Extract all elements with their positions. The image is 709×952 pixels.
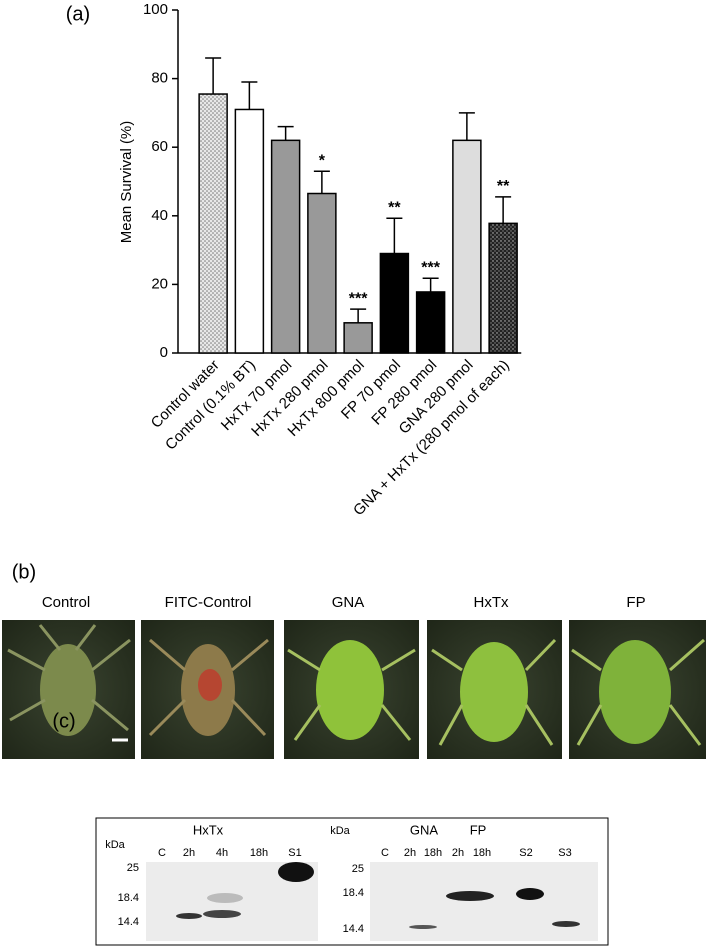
marker: 14.4: [118, 916, 139, 928]
marker: 14.4: [343, 923, 364, 935]
blot-labels: kDa HxTx C 2h 4h 18h S1 25 18.4 14.4 kDa…: [105, 822, 572, 934]
lane: 18h: [473, 847, 491, 859]
y-tick-label: 100: [143, 1, 168, 18]
panel-label: (b): [12, 561, 36, 583]
significance: **: [497, 178, 510, 195]
lane: C: [381, 847, 389, 859]
lane: S3: [558, 847, 571, 859]
aphid: [460, 642, 528, 742]
y-tick-label: 0: [160, 344, 168, 361]
y-tick-label: 40: [151, 207, 168, 224]
significance: ***: [349, 290, 368, 307]
aphid: [599, 640, 671, 744]
bar: [452, 139, 482, 354]
bands: [176, 862, 580, 929]
bar: [307, 192, 337, 354]
marker: 25: [352, 863, 364, 875]
marker: 18.4: [343, 887, 364, 899]
photo-label: FP: [626, 594, 645, 611]
aphid: [316, 640, 384, 740]
aphid-legs: [571, 638, 705, 746]
aphid-legs: [148, 638, 269, 737]
panel-label: (c): [52, 710, 75, 732]
blot-title: FP: [470, 822, 487, 837]
aphid: [40, 644, 96, 736]
lane: S2: [519, 847, 532, 859]
y-tick-label: 20: [151, 275, 168, 292]
bar: [270, 139, 301, 354]
bar: [488, 222, 518, 354]
bar: [379, 252, 410, 354]
lane: 2h: [452, 847, 464, 859]
photo-label: HxTx: [474, 594, 509, 611]
photos: [2, 620, 706, 759]
blot-title: GNA: [410, 822, 439, 837]
significance: **: [388, 199, 401, 216]
panel-label: (a): [66, 3, 90, 25]
bar: [234, 108, 265, 354]
aphid-legs: [431, 638, 557, 746]
photo-label: GNA: [332, 594, 365, 611]
fluorescence: [198, 669, 222, 701]
significance: *: [319, 152, 326, 169]
lane: S1: [288, 847, 301, 859]
blot-title: HxTx: [193, 822, 224, 837]
unit: kDa: [330, 825, 350, 837]
aphid-legs: [7, 624, 131, 732]
lane: 18h: [250, 847, 268, 859]
y-axis-label: Mean Survival (%): [118, 121, 135, 244]
photo-labels: Control FITC-Control GNA HxTx FP: [42, 594, 646, 611]
lane: 18h: [424, 847, 442, 859]
photo-label: FITC-Control: [165, 594, 252, 611]
y-tick-label: 80: [151, 70, 168, 87]
lane: C: [158, 847, 166, 859]
marker: 18.4: [118, 892, 139, 904]
marker: 25: [127, 862, 139, 874]
bar: [415, 291, 446, 354]
bar: [343, 322, 373, 354]
photo-label: Control: [42, 594, 90, 611]
y-tick-label: 60: [151, 138, 168, 155]
lane: 2h: [183, 847, 195, 859]
lane: 4h: [216, 847, 228, 859]
aphid-legs: [287, 648, 416, 741]
bar: [198, 93, 228, 354]
lane: 2h: [404, 847, 416, 859]
gel: [370, 862, 598, 941]
significance: ***: [421, 259, 440, 276]
unit: kDa: [105, 839, 125, 851]
